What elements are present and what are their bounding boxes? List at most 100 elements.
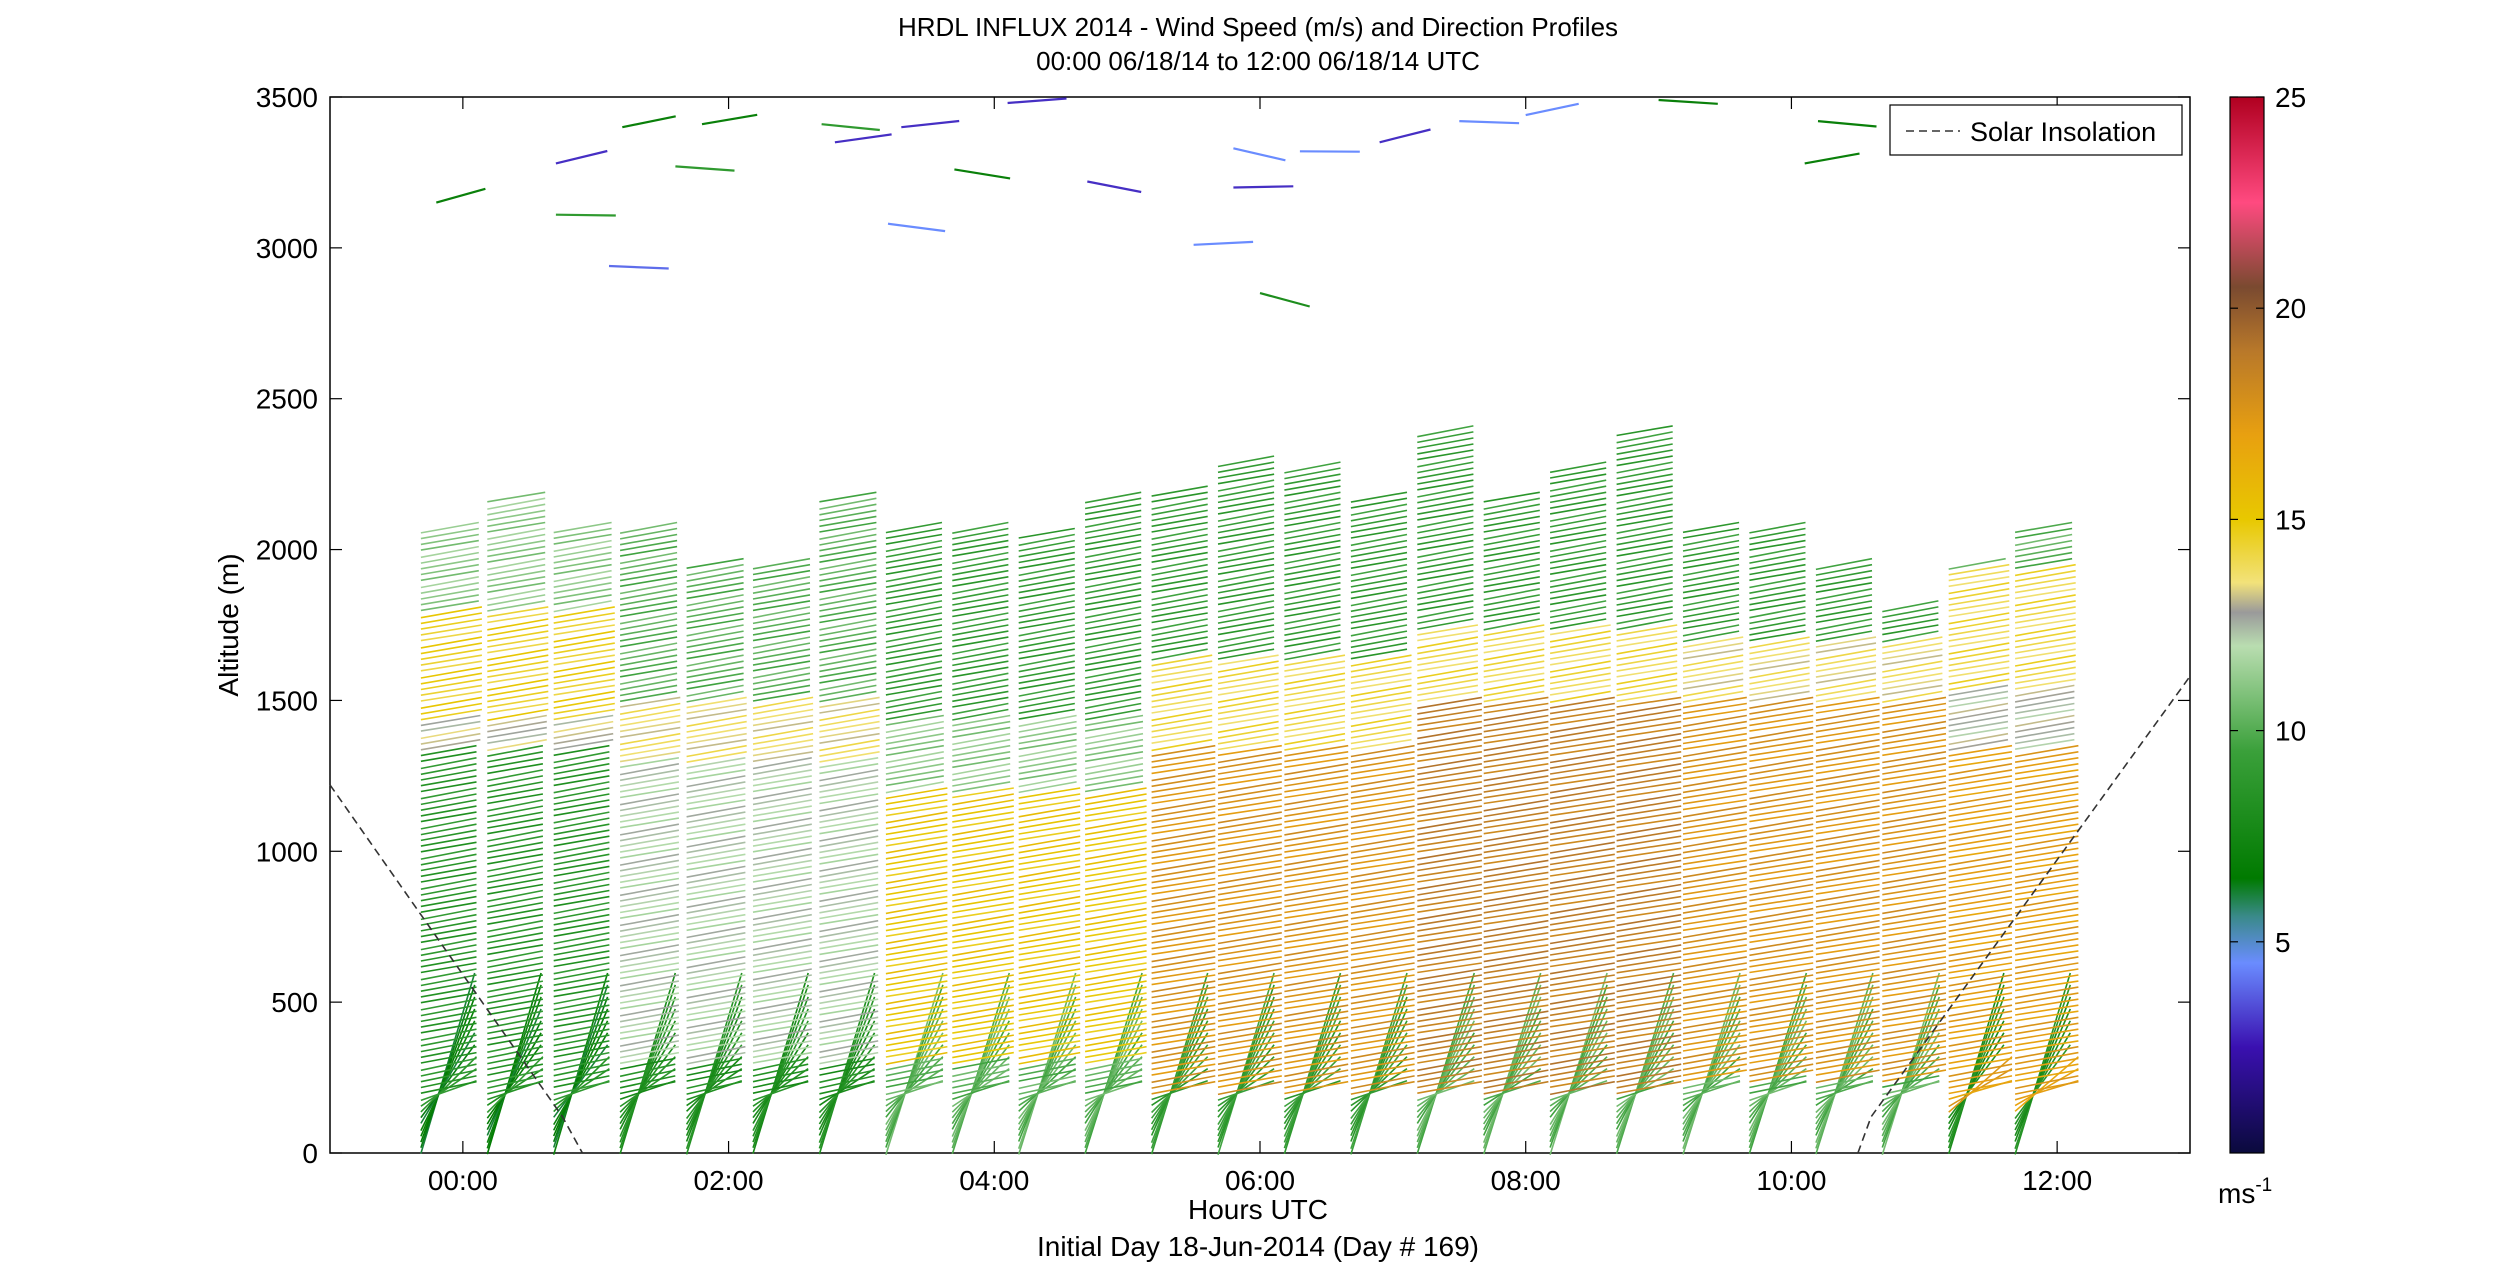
wind-barb	[1815, 563, 1873, 576]
wind-barb	[1483, 956, 1549, 969]
wind-barb	[487, 1028, 544, 1040]
wind-barb	[1018, 986, 1081, 999]
wind-barb	[553, 726, 614, 739]
wind-barb	[819, 751, 880, 763]
wind-barb	[1483, 684, 1545, 697]
wind-barb	[1217, 1057, 1282, 1071]
wind-barb	[1616, 539, 1673, 552]
wind-barb	[619, 841, 680, 853]
wind-barb	[885, 757, 944, 769]
wind-barb	[1417, 925, 1483, 938]
wind-barb	[1749, 702, 1814, 715]
wind-barb	[1151, 992, 1216, 1005]
wind-barb	[1151, 588, 1208, 601]
wind-barb	[885, 938, 948, 951]
wind-barb	[885, 763, 944, 775]
wind-barb	[1682, 1057, 1747, 1071]
wind-barb	[1682, 775, 1747, 788]
wind-barb	[1749, 938, 1814, 951]
wind-barb	[752, 654, 811, 666]
wind-barb	[1682, 1045, 1747, 1059]
wind-barb	[952, 823, 1014, 836]
wind-barb	[1483, 1051, 1549, 1065]
wind-barb	[487, 600, 546, 612]
wind-barb	[885, 775, 944, 787]
wind-barb	[819, 793, 879, 805]
wind-barb	[1350, 895, 1415, 909]
y-tick-label: 500	[271, 987, 318, 1018]
wind-barb	[885, 889, 948, 902]
wind-barb	[1417, 956, 1483, 968]
wind-barb	[885, 1063, 944, 1077]
wind-barb	[1882, 672, 1943, 685]
wind-barb	[1283, 972, 1342, 1155]
wind-barb	[420, 576, 479, 589]
wind-barb	[1151, 877, 1216, 890]
wind-barb	[2014, 799, 2079, 811]
wind-barb	[819, 720, 880, 733]
wind-barb	[1682, 714, 1747, 728]
x-tick-label: 00:00	[428, 1165, 498, 1196]
wind-barb	[1749, 1016, 1814, 1028]
wind-barb	[1483, 726, 1549, 739]
wind-barb	[1483, 944, 1549, 956]
wind-barb	[1217, 984, 1275, 1148]
wind-barb	[1018, 769, 1077, 781]
wind-barb	[1217, 720, 1279, 734]
wind-barb	[1815, 793, 1880, 805]
wind-barb	[1284, 865, 1349, 878]
wind-barb	[686, 889, 746, 901]
wind-barb	[1018, 696, 1075, 709]
wind-barb	[553, 895, 610, 907]
wind-barb	[686, 962, 746, 975]
wind-barb	[619, 666, 678, 678]
wind-barb	[1417, 612, 1474, 625]
wind-barb	[1018, 642, 1075, 654]
wind-barb	[1483, 696, 1549, 709]
wind-barb	[1549, 1028, 1615, 1041]
wind-barb	[420, 720, 481, 732]
wind-barb	[1549, 467, 1607, 479]
wind-barb	[420, 1004, 477, 1017]
wind-barb	[1549, 1080, 1615, 1096]
wind-barb	[752, 757, 812, 770]
wind-barb	[487, 690, 549, 703]
wind-barb	[819, 636, 877, 648]
wind-barb	[1682, 811, 1747, 824]
wind-barb	[1749, 980, 1814, 992]
wind-barb	[1217, 612, 1275, 624]
wind-barb	[1815, 853, 1880, 865]
y-tick-label: 3000	[256, 233, 318, 264]
wind-barb	[1616, 974, 1682, 987]
wind-barb	[619, 968, 680, 980]
wind-barb	[1151, 618, 1208, 631]
wind-barb	[1748, 996, 1808, 1143]
wind-barb	[1151, 642, 1208, 654]
wind-barb	[1948, 956, 2013, 968]
wind-barb	[752, 738, 814, 751]
wind-barb	[1151, 1010, 1216, 1023]
wind-barb	[1948, 871, 2013, 884]
wind-barb	[1483, 1034, 1549, 1046]
wind-barb	[1217, 919, 1282, 932]
wind-barb	[1948, 932, 2013, 944]
wind-barb	[420, 823, 477, 836]
wind-barb	[1948, 582, 2010, 595]
wind-barb	[1549, 1075, 1615, 1088]
wind-barb	[619, 1057, 676, 1070]
wind-barb	[752, 1080, 809, 1094]
wind-barb	[1217, 660, 1279, 673]
wind-barb	[1217, 913, 1282, 926]
wind-barb	[1682, 624, 1740, 637]
wind-barb	[1616, 696, 1682, 708]
wind-barb	[1549, 1044, 1608, 1118]
wind-barb	[487, 618, 549, 631]
wind-barb	[619, 751, 681, 763]
x-tick-label: 06:00	[1225, 1165, 1295, 1196]
wind-barb	[819, 545, 877, 558]
wind-barb	[952, 1063, 1010, 1078]
wind-barb	[1151, 509, 1208, 522]
wind-barb	[885, 648, 943, 660]
wind-barb	[1882, 1069, 1947, 1083]
wind-barb	[420, 1032, 476, 1124]
